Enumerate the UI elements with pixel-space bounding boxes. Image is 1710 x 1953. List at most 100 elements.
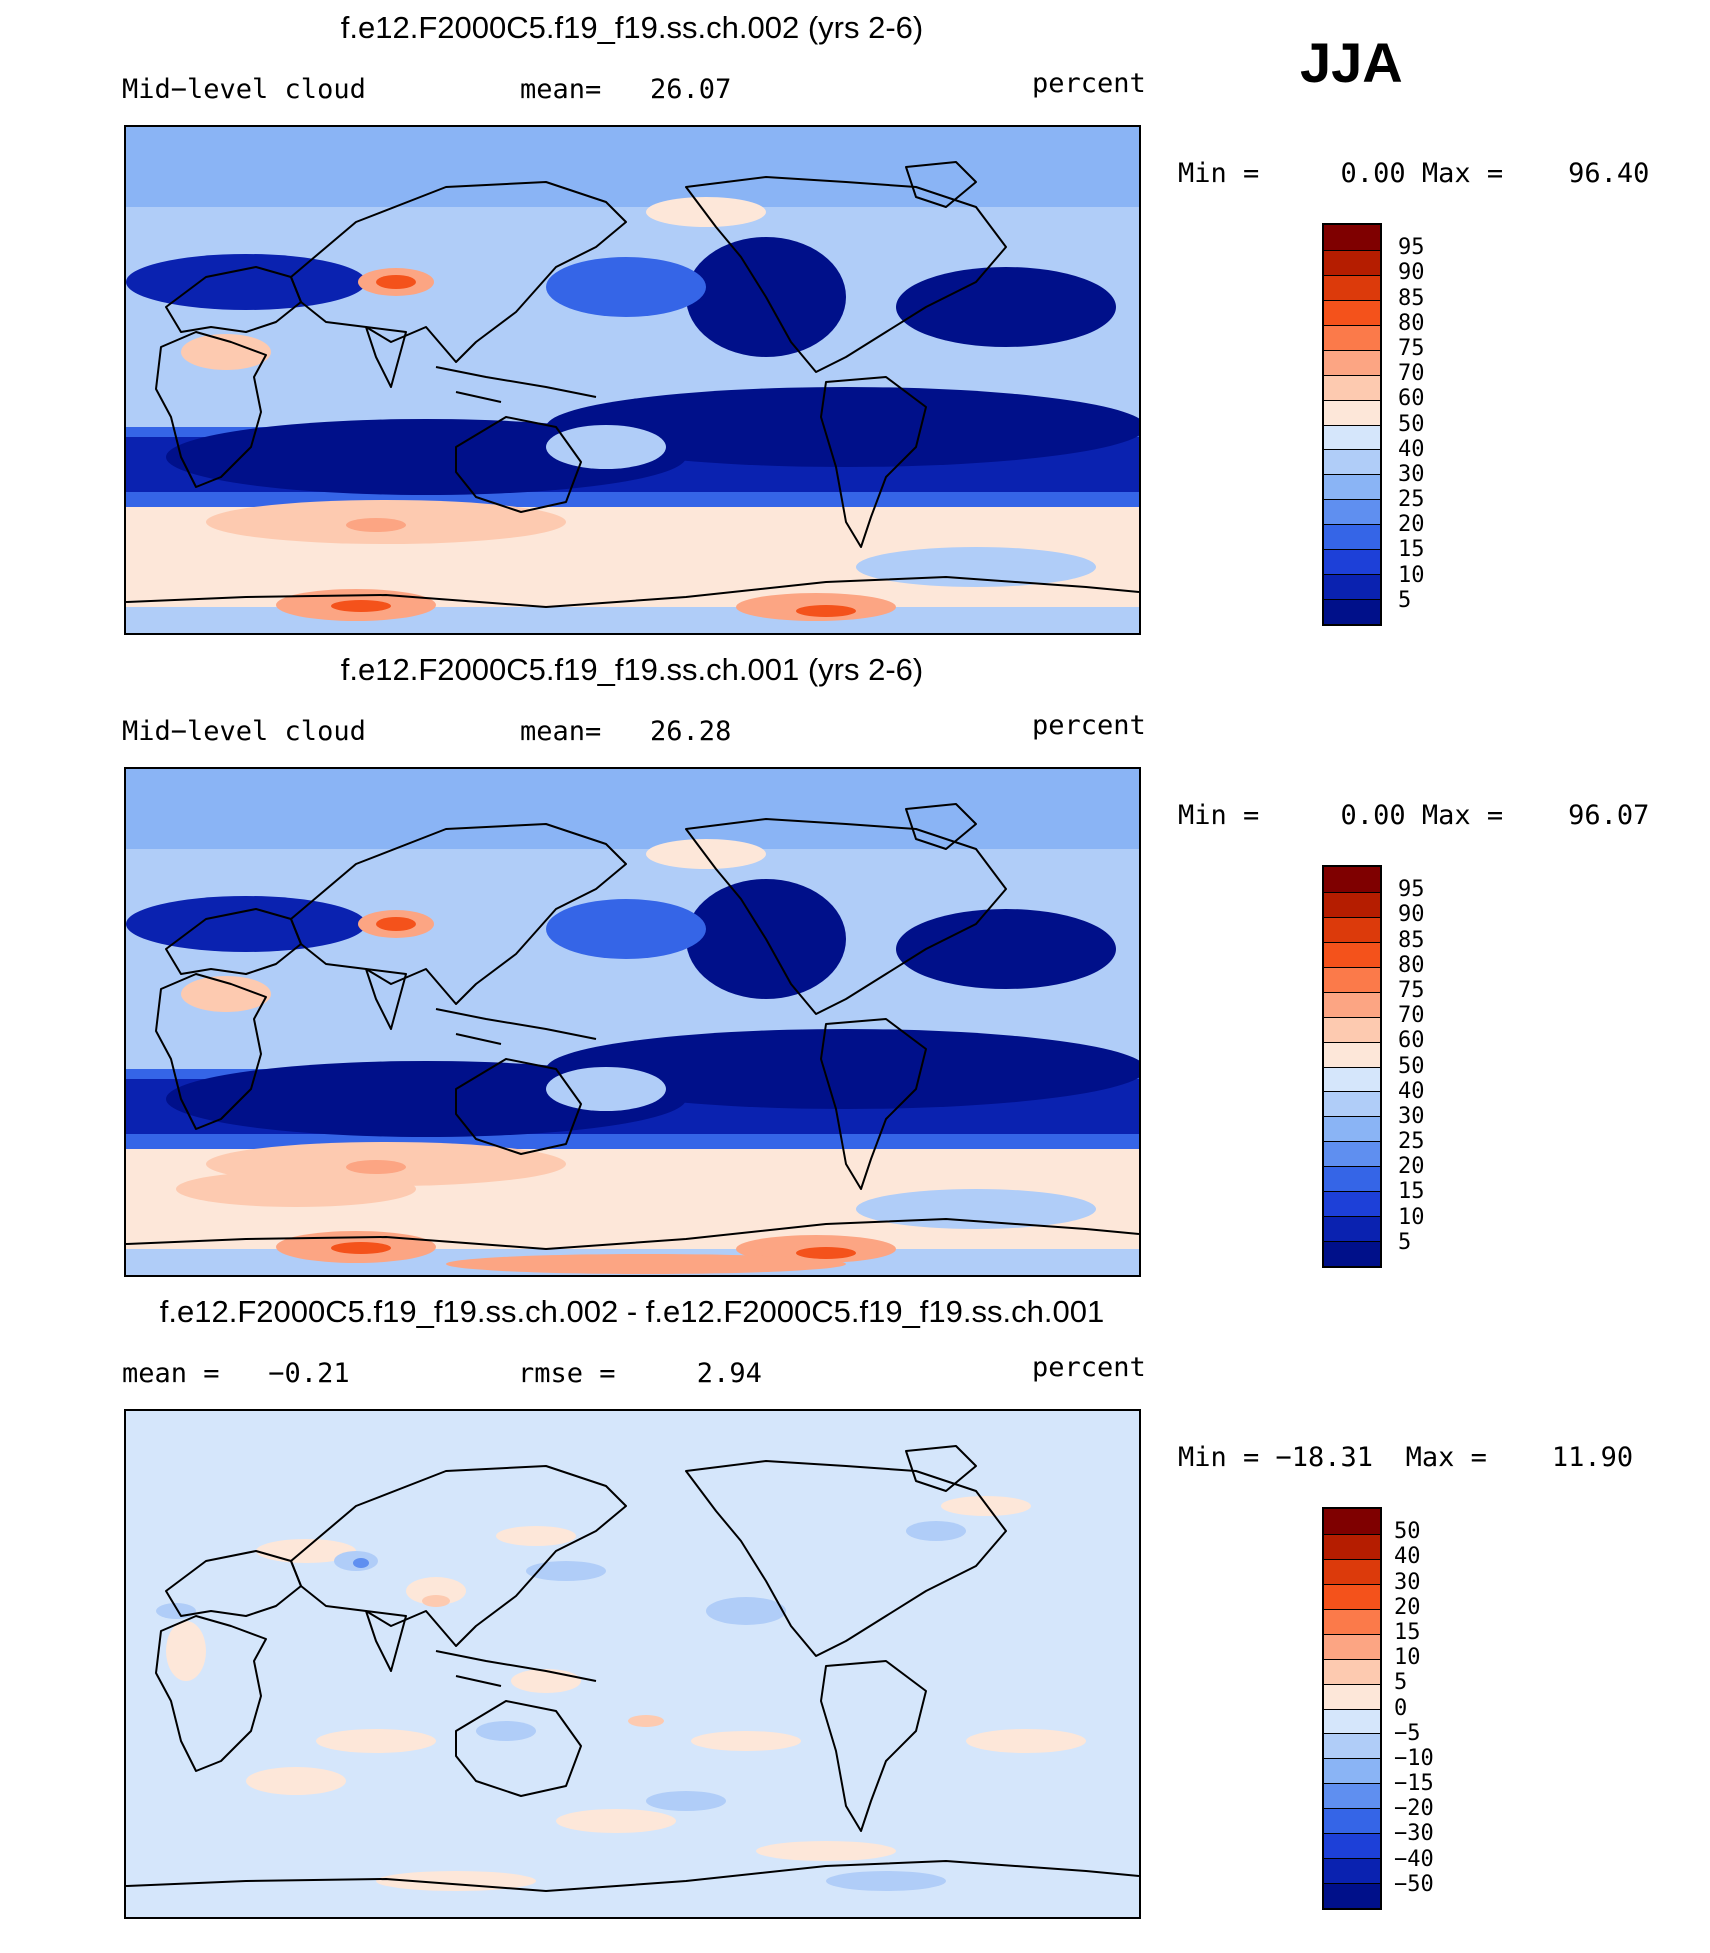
field-blob-negative (826, 1871, 946, 1891)
colorbar-segment (1324, 1166, 1380, 1192)
field-blob-positive (556, 1809, 676, 1833)
colorbar-segment (1324, 1633, 1380, 1659)
colorbar-tick-label: −20 (1394, 1796, 1434, 1822)
field-blob-negative (526, 1561, 606, 1581)
colorbar-segment (1324, 1608, 1380, 1634)
field-blob-positive (166, 1621, 206, 1681)
colorbar-segment (1324, 599, 1380, 624)
colorbar-segment (1324, 1116, 1380, 1142)
coastline-antarctica (126, 1860, 1139, 1892)
colorbar-segment (1324, 399, 1380, 425)
colorbar-segment (1324, 299, 1380, 325)
colorbar-tick-label: 40 (1394, 1544, 1421, 1570)
coastline-south-america (820, 1018, 927, 1190)
coastline-south-america (820, 1660, 927, 1832)
colorbar-segment (1324, 1808, 1380, 1834)
colorbar-tick-label: 10 (1394, 1645, 1421, 1671)
coastline-indonesia (435, 366, 597, 403)
colorbar-segment (1324, 574, 1380, 600)
colorbar-segment (1324, 424, 1380, 450)
colorbar-tick-label: 10 (1398, 562, 1425, 588)
panel-3-mean-label: mean = −0.21 (122, 1358, 350, 1389)
field-blob-antarctic-1-core (331, 600, 391, 612)
colorbar-tick-label: 95 (1398, 235, 1425, 261)
coastline-north-america (685, 1460, 1007, 1657)
field-blob-atlantic-north (896, 909, 1116, 989)
field-blob-positive-strong (422, 1595, 450, 1607)
colorbar-segment (1324, 1833, 1380, 1859)
coastline-north-america (685, 818, 1007, 1015)
field-blob-atlantic-north (896, 267, 1116, 347)
colorbar-segment (1324, 274, 1380, 300)
panel-3-colorbar (1322, 1507, 1382, 1910)
colorbar-tick-label: 30 (1398, 1103, 1425, 1129)
colorbar-tick-label: 40 (1398, 436, 1425, 462)
field-blob-negative (646, 1791, 726, 1811)
field-blob-positive (756, 1841, 896, 1861)
colorbar-tick-label: −15 (1394, 1771, 1434, 1797)
colorbar-tick-label: 90 (1398, 902, 1425, 928)
colorbar-tick-label: 50 (1398, 1053, 1425, 1079)
coastline-australia (455, 416, 582, 513)
colorbar-segment (1324, 549, 1380, 575)
colorbar-tick-label: 85 (1398, 285, 1425, 311)
field-blob-siberia (646, 839, 766, 869)
coastline-india (365, 326, 407, 388)
colorbar-tick-label: 70 (1398, 1003, 1425, 1029)
colorbar-tick-label: 70 (1398, 361, 1425, 387)
colorbar-tick-label: 30 (1398, 461, 1425, 487)
colorbar-segment (1324, 1091, 1380, 1117)
colorbar-tick-label: −5 (1394, 1720, 1421, 1746)
field-blob-southern-ocean-core (346, 518, 406, 532)
colorbar-segment (1324, 1191, 1380, 1217)
field-blob-antarctic-coast (446, 1254, 846, 1274)
colorbar-segment (1324, 374, 1380, 400)
coastline-antarctica (126, 1218, 1139, 1250)
coastline-asia (290, 823, 627, 1005)
panel-2-mean-label: mean= 26.28 (520, 716, 732, 747)
colorbar-tick-label: 95 (1398, 877, 1425, 903)
colorbar-segment (1324, 1041, 1380, 1067)
field-blob-positive (316, 1729, 436, 1753)
colorbar-tick-label: 20 (1394, 1594, 1421, 1620)
colorbar-tick-label: 90 (1398, 260, 1425, 286)
field-blob-mediterranean (126, 254, 366, 310)
panel-1-title: f.e12.F2000C5.f19_f19.ss.ch.002 (yrs 2-6… (340, 10, 924, 45)
colorbar-tick-label: 60 (1398, 1028, 1425, 1054)
coastline-greenland (905, 161, 977, 208)
colorbar-segment (1324, 1509, 1380, 1534)
colorbar-segment (1324, 1216, 1380, 1242)
colorbar-tick-label: 50 (1394, 1519, 1421, 1545)
coastline-europe (165, 908, 302, 975)
field-blob-negative (706, 1597, 786, 1625)
colorbar-segment (1324, 449, 1380, 475)
colorbar-tick-label: 75 (1398, 335, 1425, 361)
colorbar-tick-label: 10 (1398, 1204, 1425, 1230)
colorbar-segment (1324, 1858, 1380, 1884)
panel-2-units-label: percent (1032, 710, 1146, 741)
field-blob-pacific-south (546, 387, 1139, 467)
colorbar-segment (1324, 1658, 1380, 1684)
coastline-africa (155, 1615, 267, 1772)
colorbar-segment (1324, 225, 1380, 250)
colorbar-tick-label: 40 (1398, 1078, 1425, 1104)
coastline-greenland (905, 803, 977, 850)
field-blob-negative (156, 1603, 196, 1619)
field-blob-south-atlantic (856, 1189, 1096, 1229)
colorbar-segment (1324, 1733, 1380, 1759)
colorbar-tick-label: −10 (1394, 1745, 1434, 1771)
field-blob-mediterranean (126, 896, 366, 952)
colorbar-tick-label: 5 (1398, 587, 1412, 613)
coastline-north-america (685, 176, 1007, 373)
field-blob-tibet-core (376, 275, 416, 289)
coastline-antarctica (126, 576, 1139, 608)
colorbar-tick-label: 15 (1398, 537, 1425, 563)
colorbar-segment (1324, 916, 1380, 942)
season-label: JJA (1300, 31, 1403, 94)
field-blob-negative (476, 1721, 536, 1741)
field-blob-pacific-west (546, 257, 706, 317)
field-blob-pacific-south (546, 1029, 1139, 1109)
colorbar-segment (1324, 1558, 1380, 1584)
colorbar-segment (1324, 966, 1380, 992)
field-background (126, 1411, 1139, 1917)
